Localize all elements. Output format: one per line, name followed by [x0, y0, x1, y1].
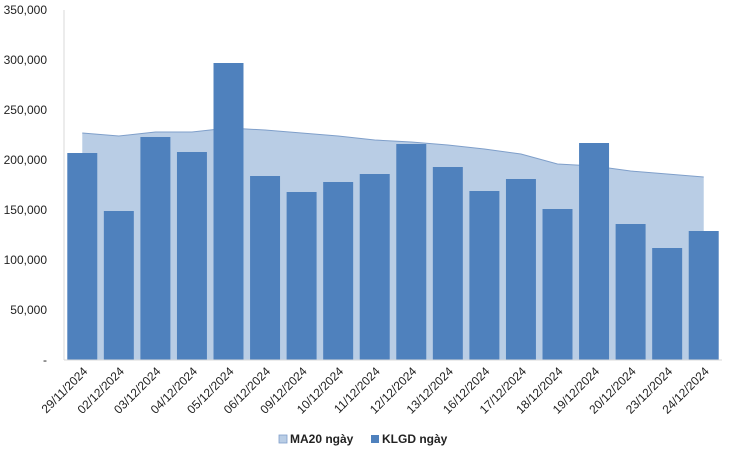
bar-klgd-03-12-2024 — [140, 137, 171, 360]
y-tick-label: 200,000 — [4, 153, 48, 167]
legend-swatch-klgd — [371, 435, 379, 443]
bar-klgd-05-12-2024 — [213, 63, 244, 360]
bar-klgd-12-12-2024 — [396, 144, 427, 360]
bar-klgd-16-12-2024 — [469, 191, 500, 360]
bar-klgd-20-12-2024 — [615, 224, 646, 360]
bar-klgd-19-12-2024 — [579, 143, 610, 360]
bar-klgd-29-11-2024 — [67, 153, 98, 360]
bar-klgd-09-12-2024 — [286, 192, 317, 360]
y-axis: - 50,000 100,000 150,000 200,000 250,000 300,0… — [4, 3, 65, 367]
legend-swatch-ma20 — [278, 434, 288, 444]
legend-label-klgd: KLGD ngày — [382, 432, 448, 446]
bar-klgd-24-12-2024 — [688, 231, 719, 360]
bar-klgd-17-12-2024 — [505, 179, 536, 360]
bar-klgd-06-12-2024 — [250, 176, 281, 360]
y-tick-label: 350,000 — [4, 3, 48, 17]
ma20-area — [82, 128, 704, 360]
y-tick-label: - — [43, 353, 47, 367]
y-tick-label: 50,000 — [10, 303, 47, 317]
bar-klgd-23-12-2024 — [652, 248, 683, 360]
plot-area — [67, 63, 719, 360]
legend: MA20 ngày KLGD ngày — [278, 432, 448, 446]
legend-label-ma20: MA20 ngày — [290, 432, 354, 446]
bar-klgd-04-12-2024 — [176, 152, 207, 360]
bar-klgd-18-12-2024 — [542, 209, 573, 360]
y-tick-label: 150,000 — [4, 203, 48, 217]
bar-klgd-10-12-2024 — [323, 182, 354, 360]
bar-klgd-11-12-2024 — [359, 174, 390, 360]
y-tick-label: 250,000 — [4, 103, 48, 117]
bar-klgd-02-12-2024 — [103, 211, 134, 360]
y-tick-label: 300,000 — [4, 53, 48, 67]
x-axis: 29/11/202402/12/202403/12/202404/12/2024… — [39, 359, 722, 417]
bar-klgd-13-12-2024 — [432, 167, 463, 360]
y-tick-label: 100,000 — [4, 253, 48, 267]
